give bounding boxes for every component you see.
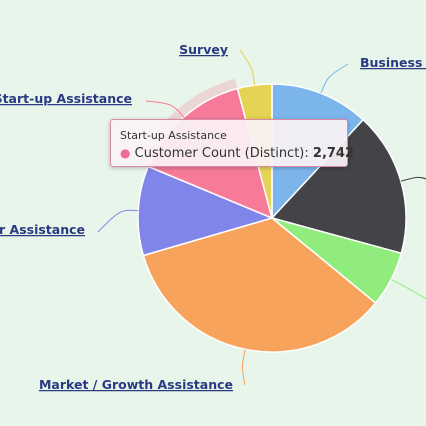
tooltip-value: 2,742 xyxy=(312,146,355,161)
connector-survey xyxy=(239,49,256,86)
label-market-growth-assistance: Market / Growth Assistance xyxy=(39,377,233,392)
tooltip-series-marker: ● xyxy=(120,146,131,160)
connector-business-operations xyxy=(400,176,426,182)
tooltip: Start-up Assistance ● Customer Count (Di… xyxy=(110,119,354,167)
connector-start-up-assistance xyxy=(145,100,185,118)
slice-business-operations[interactable] xyxy=(271,119,407,255)
label-connectors xyxy=(97,49,426,386)
tooltip-series-name: Customer Count (Distinct): xyxy=(134,146,309,161)
data-labels: Business P Market / Growth Assistance mer … xyxy=(0,42,426,392)
label-business-planning: Business P xyxy=(360,55,426,70)
tooltip-row: ● Customer Count (Distinct): 2,742 xyxy=(120,144,354,163)
connector-customer-assistance xyxy=(97,209,139,233)
label-survey: Survey xyxy=(179,42,228,57)
label-customer-assistance: mer Assistance xyxy=(0,222,85,237)
connector-business-planning xyxy=(320,63,349,94)
slice-market-growth-assistance[interactable] xyxy=(142,217,377,353)
connector-market-growth-assistance xyxy=(241,349,246,386)
connector-financing xyxy=(390,279,426,300)
label-start-up-assistance: Start-up Assistance xyxy=(0,91,132,106)
tooltip-title: Start-up Assistance xyxy=(120,129,227,142)
